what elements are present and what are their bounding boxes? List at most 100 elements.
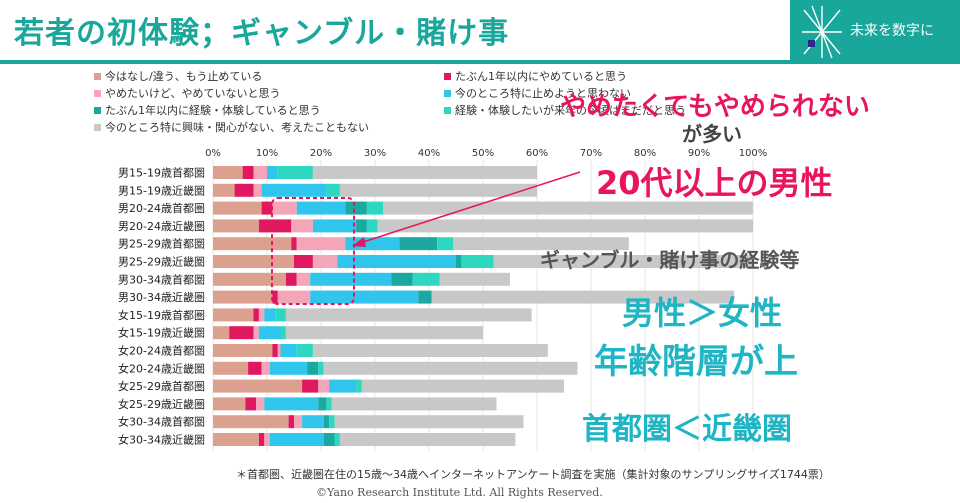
bar-14-0 [213,415,289,429]
bar-3-6 [377,219,753,233]
annotation-male-gt-female: 男性＞女性 [622,294,783,332]
bar-13-1 [245,397,257,411]
page-title: 若者の初体験；ギャンブル・賭け事 [14,16,510,51]
x-tick-label-5: 50% [472,148,494,159]
annotation-men-20s-plus: 20代以上の男性 [596,164,833,202]
legend-swatch-2 [94,90,101,97]
bar-2-0 [213,201,262,215]
bar-6-2 [296,272,311,286]
brand-starburst-icon [802,5,842,59]
bar-11-4 [307,361,319,375]
bar-0-5 [277,166,313,179]
bar-2-4 [345,201,367,215]
bar-0-1 [242,166,254,179]
bar-1-3 [261,183,327,197]
bar-10-5 [296,344,313,357]
category-label-11: 女20-24歳近畿圏 [118,361,205,375]
bar-5-3 [337,255,456,268]
bar-10-1 [272,344,278,357]
bar-12-2 [318,379,330,393]
bar-3-5 [366,219,378,233]
bar-13-6 [331,397,497,411]
bar-2-3 [296,201,346,215]
bar-2-1 [261,201,273,215]
bar-11-0 [213,361,249,375]
bar-1-5 [326,183,340,197]
bar-0-6 [312,166,537,179]
legend-label-1: たぶん1年以内にやめていると思う [455,69,627,83]
x-tick-label-6: 60% [526,148,548,159]
annotation-many: が多い [682,122,742,146]
bar-4-2 [296,237,346,251]
category-label-6: 男30-34歳首都圏 [118,272,205,286]
bar-11-6 [323,361,578,375]
bar-10-3 [280,344,297,357]
brand-badge: 未来を数字に [790,0,960,64]
x-tick-label-10: 100% [739,148,768,159]
bar-0-3 [267,166,278,179]
bar-13-0 [213,397,246,411]
bar-4-5 [437,237,454,251]
bar-2-5 [366,201,384,215]
copyright: ©Yano Research Institute Ltd. All Rights… [316,486,603,499]
category-labels: 男15-19歳首都圏男15-19歳近畿圏男20-24歳首都圏男20-24歳近畿圏… [118,166,205,447]
bar-15-6 [339,433,516,446]
category-label-5: 男25-29歳近畿圏 [118,255,205,269]
category-label-4: 男25-29歳首都圏 [118,237,205,251]
bar-12-3 [329,379,357,393]
category-label-9: 女15-19歳近畿圏 [118,326,205,340]
annotation-experience-heading: ギャンブル・賭け事の経験等 [540,248,800,272]
bar-9-6 [285,326,483,340]
bar-8-5 [275,308,286,322]
bar-5-0 [213,255,294,268]
legend-label-2: やめたいけど、やめていないと思う [105,87,280,100]
bar-0-2 [253,166,267,179]
bar-14-5 [329,415,335,429]
bar-9-2 [253,326,259,340]
bar-15-5 [334,433,340,446]
bar-7-6 [431,290,735,304]
legend-swatch-4 [94,107,101,114]
pointer-arrow [359,171,581,244]
highlight-box [271,197,355,305]
category-label-2: 男20-24歳首都圏 [118,201,205,215]
category-label-10: 女20-24歳首都圏 [118,344,205,358]
bar-8-1 [253,308,259,322]
bar-4-4 [399,237,438,251]
category-label-1: 男15-19歳近畿圏 [118,183,205,197]
x-tick-label-4: 40% [418,148,440,159]
bar-4-0 [213,237,292,251]
bar-10-2 [277,344,281,357]
annotation-older-age: 年齢階層が上 [594,342,798,382]
bar-4-6 [453,237,629,251]
bar-12-5 [356,379,362,393]
pointer-arrow-head [352,237,366,247]
bar-8-6 [285,308,532,322]
header-underline [0,60,790,64]
bar-9-1 [229,326,254,340]
bar-10-6 [312,344,548,357]
bars [213,166,753,446]
bar-1-2 [253,183,262,197]
bar-2-2 [272,201,297,215]
legend-swatch-6 [94,124,101,131]
x-axis-ticks: 0% 10% 20% 30% 40% 50% 60% 70% 80% 90% 100% [205,148,767,159]
x-tick-label-2: 20% [310,148,332,159]
bar-6-3 [310,272,392,286]
footnote: ＊首都圏、近畿圏在住の15歳～34歳へインターネットアンケート調査を実施（集計対… [236,468,830,481]
header-bar: 若者の初体験；ギャンブル・賭け事 未来を数字に [0,0,960,64]
bar-4-3 [345,237,400,251]
bar-12-6 [361,379,564,393]
bar-1-0 [213,183,235,197]
bar-14-2 [294,415,303,429]
bar-15-4 [323,433,335,446]
bar-6-4 [391,272,413,286]
bar-6-0 [213,272,286,286]
category-label-3: 男20-24歳近畿圏 [118,219,205,233]
legend-label-6: 今のところ特に興味・関心がない、考えたこともない [105,120,369,134]
bar-10-0 [213,344,273,357]
bar-9-3 [258,326,281,340]
category-label-15: 女30-34歳近畿圏 [118,433,205,447]
bar-5-6 [493,255,753,268]
bar-7-0 [213,290,273,304]
